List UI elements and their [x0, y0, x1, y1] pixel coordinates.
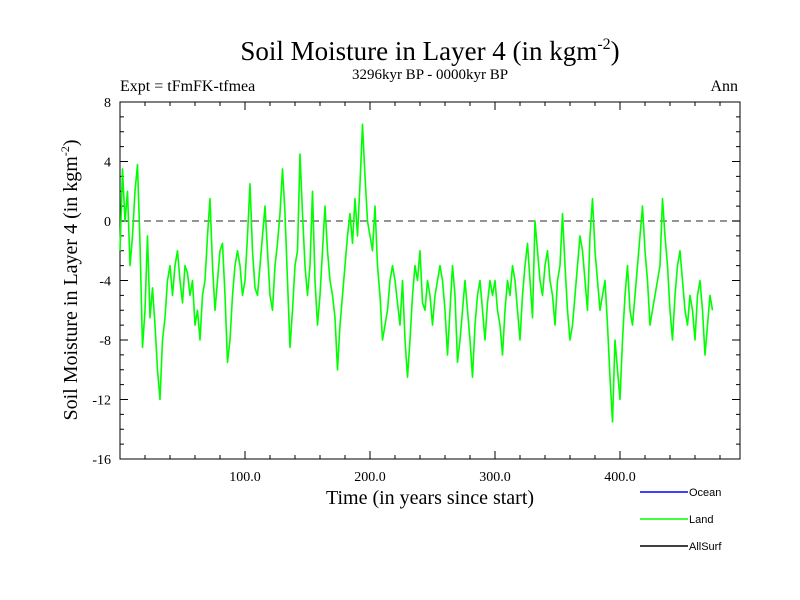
y-tick-label: 0: [104, 215, 111, 230]
legend-entry-ocean: Ocean: [640, 487, 721, 499]
y-tick-label: 4: [104, 156, 111, 171]
legend-entry-allsurf: AllSurf: [640, 541, 722, 553]
y-tick-label: 8: [104, 96, 111, 111]
x-tick-label: 400.0: [604, 470, 636, 485]
x-tick-label: 100.0: [229, 470, 261, 485]
series-line-land: [119, 123, 714, 423]
chart-subtitle: 3296kyr BP - 0000kyr BP: [352, 67, 508, 83]
y-tick-label: -16: [92, 453, 111, 468]
legend-label-land: Land: [689, 514, 713, 526]
y-tick-label: -8: [99, 334, 111, 349]
y-tick-labels: 8 4 0 -4 -8 -12 -16: [92, 96, 111, 468]
x-tick-labels: 100.0 200.0 300.0 400.0: [229, 470, 636, 485]
y-tick-label: -12: [92, 394, 111, 409]
data-series: [119, 123, 714, 423]
chart-title: Soil Moisture in Layer 4 (in kgm-2): [240, 36, 619, 66]
y-tick-label: -4: [99, 275, 111, 290]
legend: Ocean Land AllSurf: [640, 487, 722, 553]
x-axis-title: Time (in years since start): [326, 487, 534, 509]
legend-label-allsurf: AllSurf: [689, 541, 722, 553]
x-tick-label: 300.0: [479, 470, 511, 485]
axis-ticks: [120, 101, 740, 460]
experiment-label: Expt = tFmFK-tfmea: [120, 78, 255, 95]
y-axis-title: Soil Moisture in Layer 4 (in kgm-2): [58, 139, 82, 420]
season-label: Ann: [710, 78, 738, 95]
legend-entry-land: Land: [640, 514, 713, 526]
legend-label-ocean: Ocean: [689, 487, 721, 499]
x-tick-label: 200.0: [354, 470, 386, 485]
